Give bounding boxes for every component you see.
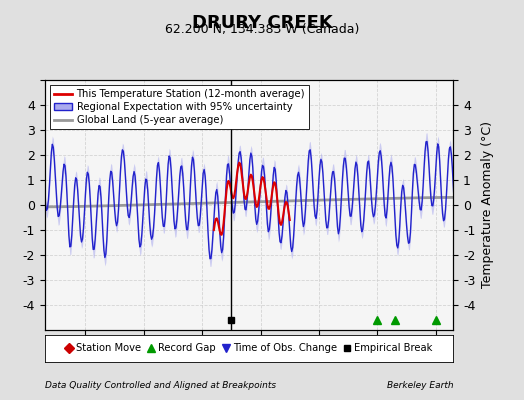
Text: Berkeley Earth: Berkeley Earth: [387, 381, 453, 390]
Legend: This Temperature Station (12-month average), Regional Expectation with 95% uncer: This Temperature Station (12-month avera…: [50, 85, 309, 129]
Text: DRURY CREEK: DRURY CREEK: [192, 14, 332, 32]
Text: 62.200 N, 134.383 W (Canada): 62.200 N, 134.383 W (Canada): [165, 23, 359, 36]
Y-axis label: Temperature Anomaly (°C): Temperature Anomaly (°C): [481, 122, 494, 288]
Text: Data Quality Controlled and Aligned at Breakpoints: Data Quality Controlled and Aligned at B…: [45, 381, 276, 390]
Legend: Station Move, Record Gap, Time of Obs. Change, Empirical Break: Station Move, Record Gap, Time of Obs. C…: [62, 340, 435, 356]
